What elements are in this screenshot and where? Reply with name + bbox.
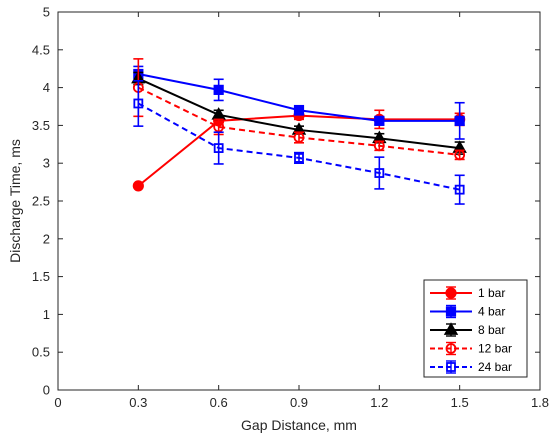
y-tick-label: 4 xyxy=(43,80,50,95)
y-tick-label: 3.5 xyxy=(32,118,50,133)
data-point xyxy=(454,115,465,126)
data-point xyxy=(293,132,305,143)
data-point xyxy=(213,84,224,95)
data-point xyxy=(374,115,385,126)
data-point xyxy=(443,322,459,335)
series-layer xyxy=(131,58,467,205)
y-tick-label: 1 xyxy=(43,307,50,322)
data-point xyxy=(373,140,385,152)
y-tick-label: 3 xyxy=(43,156,50,171)
data-point xyxy=(454,184,465,195)
y-axis-label: Discharge Time, ms xyxy=(7,139,23,263)
legend-box xyxy=(423,279,528,378)
y-tick-label: 2.5 xyxy=(32,194,50,209)
series xyxy=(133,65,465,140)
x-tick-label: 0.9 xyxy=(290,395,308,410)
x-tick-label: 1.8 xyxy=(531,395,549,410)
legend-entry: 12 bar xyxy=(430,342,512,356)
legend-entry: 4 bar xyxy=(430,305,505,319)
y-tick-label: 5 xyxy=(43,5,50,20)
y-tick-label: 0 xyxy=(43,383,50,398)
data-point xyxy=(454,149,466,161)
legend-entry: 24 bar xyxy=(430,360,512,374)
y-tick-label: 2 xyxy=(43,231,50,246)
x-tick-label: 0 xyxy=(54,395,61,410)
legend-label: 24 bar xyxy=(478,360,512,374)
series xyxy=(133,79,465,205)
data-point xyxy=(294,153,304,163)
data-point xyxy=(132,180,144,192)
x-tick-label: 1.5 xyxy=(451,395,469,410)
data-point xyxy=(445,343,457,354)
legend-label: 1 bar xyxy=(478,286,505,300)
legend-entry: 8 bar xyxy=(430,322,505,337)
legend-label: 8 bar xyxy=(478,323,505,337)
data-point xyxy=(213,143,224,153)
y-tick-label: 4.5 xyxy=(32,42,50,57)
y-tick-label: 1.5 xyxy=(32,269,50,284)
x-axis-label: Gap Distance, mm xyxy=(241,417,357,433)
x-tick-label: 0.3 xyxy=(129,395,147,410)
x-tick-label: 0.6 xyxy=(210,395,228,410)
ticks-layer: 0 0.3 0.6 0.9 1.2 1.5 1.8 0 0.5 1 1.5 2 2.5 3 3.5 4 4.5 5 xyxy=(32,5,549,411)
data-point xyxy=(374,168,385,178)
legend-label: 4 bar xyxy=(478,305,505,319)
legend-label: 12 bar xyxy=(478,342,512,356)
data-point xyxy=(133,98,144,109)
data-point xyxy=(445,306,457,317)
y-tick-label: 0.5 xyxy=(32,345,50,360)
data-point xyxy=(445,287,457,299)
data-point xyxy=(446,362,456,372)
data-point xyxy=(293,105,305,116)
x-tick-label: 1.2 xyxy=(370,395,388,410)
legend: 1 bar 4 bar 8 bar 12 bar 24 bar xyxy=(423,279,528,378)
legend-entry: 1 bar xyxy=(430,286,505,300)
